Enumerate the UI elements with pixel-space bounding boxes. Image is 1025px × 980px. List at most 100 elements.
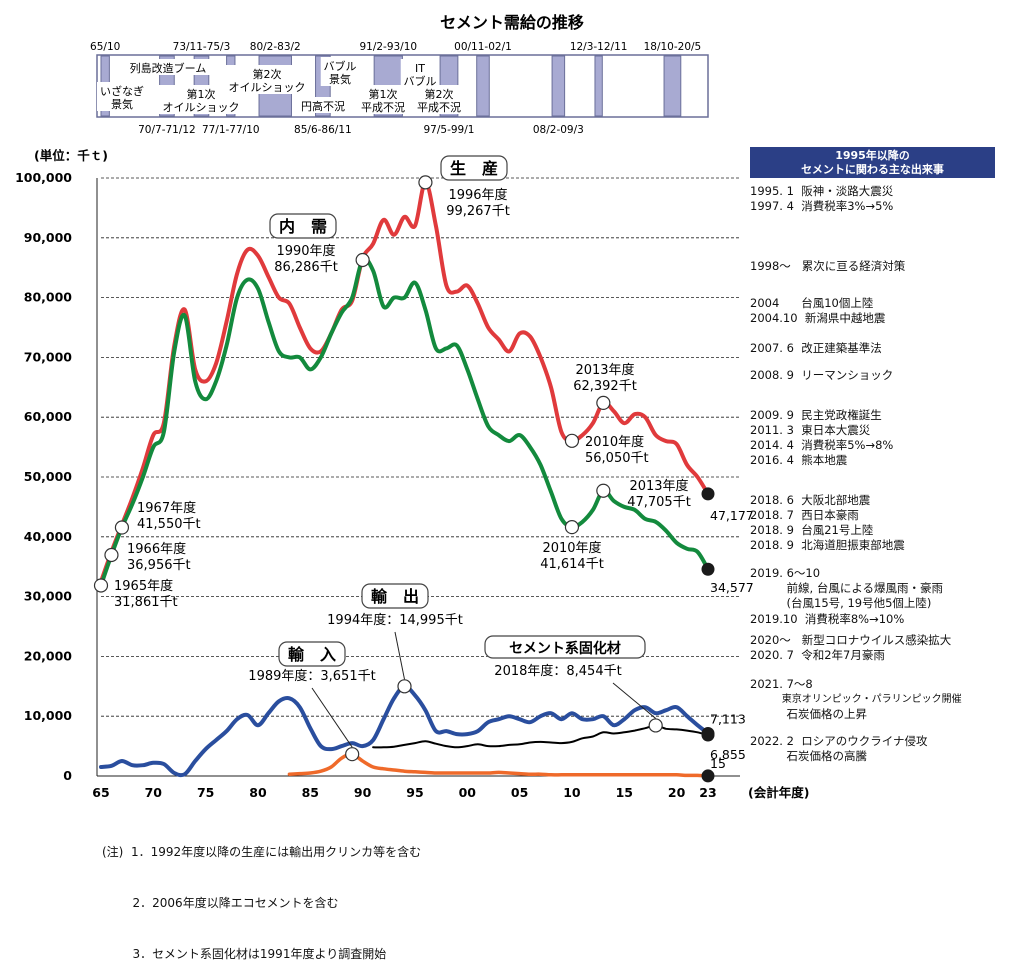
recession-label-bottom: 85/6-86/11: [294, 124, 352, 136]
y-tick-label: 100,000: [15, 170, 72, 185]
recession-label-top: 80/2-83/2: [250, 41, 301, 53]
series-line: [99, 684, 710, 778]
event-item: 2004.10 新潟県中越地震: [750, 311, 886, 325]
annotation-label: 2013年度: [575, 362, 634, 378]
series-name-label: 生 産: [450, 159, 498, 178]
event-item: 石炭価格の上昇: [750, 707, 868, 721]
event-item: 2020～ 新型コロナウイルス感染拡大: [750, 633, 952, 647]
period-label-bg: [298, 97, 348, 113]
annotation-label: 2010年度: [542, 540, 601, 556]
footnotes: (注) 1．1992年度以降の生産には輸出用クリンカ等を含む 2．2006年度以…: [102, 810, 421, 980]
footnote-2: 2．2006年度以降エコセメントを含む: [102, 896, 339, 910]
x-tick-label: 70: [145, 785, 163, 800]
recession-label-bottom: 70/7-71/12: [138, 124, 196, 136]
annotation-label: 2018年度：8,454千t: [494, 663, 621, 679]
x-tick-label: 10: [563, 785, 581, 800]
annotation-label: 1996年度: [448, 187, 507, 203]
x-tick-label: 20: [668, 785, 686, 800]
recession-label-bottom: 97/5-99/1: [424, 124, 475, 136]
series-name-box: [484, 635, 646, 659]
event-item: 2007. 6 改正建築基準法: [750, 341, 882, 355]
annotation-marker: [596, 483, 611, 498]
annotation-marker: [418, 175, 433, 190]
period-label-bg: [97, 82, 147, 111]
series-name-label: セメント系固化材: [509, 640, 621, 657]
events-header-line-1: 1995年以降の: [835, 149, 910, 162]
event-item: 2018. 7 西日本豪雨: [750, 508, 859, 522]
x-tick-label: 90: [354, 785, 372, 800]
recession-bar: [663, 55, 682, 117]
annotation-marker: [345, 747, 360, 762]
annotation-label: 62,392千t: [573, 379, 637, 394]
annotation-marker: [397, 679, 412, 694]
recession-label-bottom: 77/1-77/10: [202, 124, 260, 136]
boom-label: バブル: [324, 59, 357, 73]
annotation-label: 41,614千t: [540, 557, 604, 572]
recession-label-top: 91/2-93/10: [359, 41, 417, 53]
end-marker: [701, 769, 715, 783]
end-value-label: 47,177: [710, 508, 754, 523]
x-tick-label: 00: [459, 785, 477, 800]
event-item: 2019.10 消費税率8%→10%: [750, 612, 905, 626]
event-item: (台風15号, 19号他5個上陸): [750, 596, 932, 610]
annotation-label: 1990年度: [276, 243, 335, 259]
y-tick-label: 90,000: [24, 230, 73, 245]
event-item: 前線, 台風による爆風雨・豪雨: [750, 581, 944, 595]
series-name-label: 輸 出: [371, 587, 419, 606]
y-tick-label: 0: [63, 768, 72, 783]
boom-label-bg: [400, 59, 440, 88]
chart-title: セメント需給の推移: [440, 13, 584, 32]
y-tick-label: 40,000: [24, 529, 73, 544]
event-item: 2008. 9 リーマンショック: [750, 368, 894, 382]
recession-label-top: 00/11-02/1: [454, 41, 512, 53]
end-value-label: 15: [710, 756, 726, 771]
recession-bar: [476, 55, 490, 117]
annotation-leader: [612, 682, 656, 719]
annotation-label: 2010年度: [585, 434, 644, 450]
recession-label-bottom: 08/2-09/3: [533, 124, 584, 136]
period-label: いざなぎ: [100, 84, 144, 98]
x-tick-label: 15: [616, 785, 633, 800]
period-label: 第1次: [369, 87, 398, 101]
event-item: 東京オリンピック・パラリンピック開催: [750, 694, 962, 705]
boom-label: 景気: [329, 72, 351, 86]
y-tick-label: 70,000: [24, 349, 73, 364]
period-label-bg: [414, 85, 464, 114]
series-name-box: [440, 155, 508, 181]
series-name-box: [269, 213, 337, 239]
end-marker: [701, 728, 715, 742]
y-tick-label: 60,000: [24, 409, 73, 424]
unit-label: (単位：千ｔ): [34, 148, 108, 163]
period-label: 第2次: [425, 87, 454, 101]
period-label: オイルショック: [163, 101, 240, 114]
y-tick-label: 10,000: [24, 708, 73, 723]
grid: [101, 177, 740, 717]
footnote-3: 3．セメント系固化材は1991年度より調査開始: [102, 947, 387, 961]
y-tick-label: 50,000: [24, 469, 73, 484]
period-label: 景気: [111, 97, 133, 111]
boom-label: IT: [415, 62, 425, 75]
period-label: 平成不況: [361, 100, 405, 114]
x-axis-label: (会計年度): [748, 785, 809, 800]
series-name-box: [361, 583, 429, 609]
x-tick-label: 05: [511, 785, 528, 800]
annotation-leader: [311, 687, 353, 748]
annotation-marker: [114, 520, 130, 535]
event-item: 2014. 4 消費税率5%→8%: [750, 438, 894, 452]
end-value-label: 6,855: [710, 747, 746, 762]
period-label: 円高不況: [301, 99, 345, 113]
events-header: 1995年以降の セメントに関わる主な出来事: [750, 147, 995, 178]
event-item: 1998～ 累次に亘る経済対策: [750, 259, 906, 273]
annotation-marker: [596, 395, 611, 410]
event-item: 1995. 1 阪神・淡路大震災: [750, 184, 894, 198]
annotation-label: 1966年度: [127, 541, 186, 557]
series-name-box: [278, 641, 346, 667]
x-tick-label: 65: [92, 785, 109, 800]
y-tick-label: 20,000: [24, 648, 73, 663]
y-tick-label: 30,000: [24, 589, 73, 604]
recession-label-top: 18/10-20/5: [644, 41, 702, 53]
series-name-label: 輸 入: [288, 645, 336, 664]
recession-label-top: 65/10: [90, 41, 120, 53]
period-label-bg: [224, 65, 310, 94]
period-label: 平成不況: [417, 100, 461, 114]
